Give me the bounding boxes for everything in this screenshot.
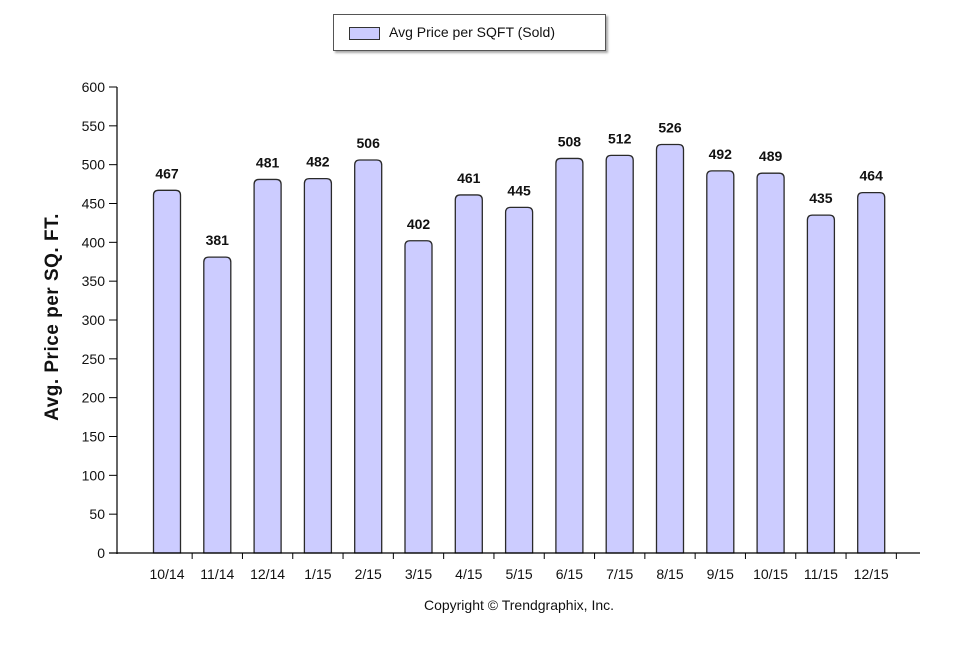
x-tick-label: 10/14 bbox=[149, 566, 184, 582]
bar bbox=[152, 189, 182, 554]
bar-value-label: 508 bbox=[558, 133, 582, 149]
bar bbox=[354, 159, 383, 554]
bar-value-label: 402 bbox=[407, 216, 431, 232]
x-tick-label: 10/15 bbox=[753, 566, 788, 582]
bar-value-label: 381 bbox=[206, 232, 230, 248]
bar-value-label: 489 bbox=[759, 148, 783, 164]
bar-value-label: 512 bbox=[608, 130, 632, 146]
bar bbox=[756, 172, 785, 554]
bar bbox=[303, 177, 333, 554]
legend-label: Avg Price per SQFT (Sold) bbox=[389, 24, 555, 40]
y-tick-label: 350 bbox=[82, 273, 106, 289]
x-tick-label: 11/14 bbox=[200, 566, 234, 582]
y-tick-label: 450 bbox=[82, 196, 106, 212]
x-tick-label: 6/15 bbox=[556, 566, 583, 582]
bar-value-label: 481 bbox=[256, 154, 280, 170]
x-tick-label: 12/15 bbox=[854, 566, 889, 582]
copyright-text: Copyright © Trendgraphix, Inc. bbox=[423, 597, 615, 613]
y-tick-label: 200 bbox=[82, 390, 106, 406]
bar bbox=[454, 194, 483, 554]
x-tick-label: 3/15 bbox=[405, 566, 432, 582]
bar bbox=[655, 143, 685, 554]
y-tick-label: 550 bbox=[82, 118, 106, 134]
y-tick-label: 50 bbox=[89, 506, 105, 522]
bar-value-label: 464 bbox=[860, 168, 884, 184]
bar bbox=[806, 214, 836, 554]
x-tick-label: 9/15 bbox=[707, 566, 734, 582]
bar-value-label: 467 bbox=[155, 165, 179, 181]
x-tick-label: 7/15 bbox=[606, 566, 633, 582]
bar bbox=[504, 206, 534, 554]
x-tick-label: 5/15 bbox=[505, 566, 532, 582]
y-tick-label: 300 bbox=[82, 312, 106, 328]
bar bbox=[203, 256, 232, 554]
legend: Avg Price per SQFT (Sold) bbox=[333, 14, 606, 51]
x-axis-ticks: 10/14 11/14 12/14 1/15 2/15 3/15 4/15 5/15 6/15 7… bbox=[149, 553, 897, 582]
y-tick-label: 150 bbox=[82, 429, 106, 445]
bar-value-label: 506 bbox=[357, 135, 381, 151]
y-tick-label: 100 bbox=[82, 467, 106, 483]
x-tick-label: 4/15 bbox=[455, 566, 482, 582]
bar-value-label: 461 bbox=[457, 170, 481, 186]
bar bbox=[404, 240, 433, 554]
bar bbox=[857, 191, 886, 554]
x-tick-label: 8/15 bbox=[656, 566, 683, 582]
y-axis-title: Avg. Price per SQ. FT. bbox=[42, 213, 63, 421]
x-tick-label: 11/15 bbox=[804, 566, 838, 582]
bar-value-label: 492 bbox=[709, 146, 733, 162]
x-tick-label: 2/15 bbox=[355, 566, 382, 582]
y-tick-label: 500 bbox=[82, 157, 106, 173]
y-tick-label: 600 bbox=[82, 79, 106, 95]
bar-value-label: 482 bbox=[306, 154, 330, 170]
x-tick-label: 12/14 bbox=[250, 566, 285, 582]
bars: 467 381 481 482 506 402 461 445 508 512 526 492 489 4… bbox=[152, 119, 886, 554]
bar-value-label: 445 bbox=[507, 182, 531, 198]
bar-value-label: 526 bbox=[658, 119, 682, 135]
bar bbox=[253, 178, 282, 554]
x-tick-label: 1/15 bbox=[304, 566, 331, 582]
y-tick-label: 250 bbox=[82, 351, 106, 367]
y-tick-label: 400 bbox=[82, 234, 106, 250]
bar bbox=[706, 170, 735, 554]
bar bbox=[555, 157, 584, 554]
legend-swatch bbox=[349, 27, 380, 40]
bar bbox=[605, 154, 634, 554]
y-axis-ticks: 0 50 100 150 200 250 300 350 400 450 500 550 600 bbox=[82, 79, 117, 561]
bar-value-label: 435 bbox=[809, 190, 833, 206]
y-tick-label: 0 bbox=[97, 545, 105, 561]
